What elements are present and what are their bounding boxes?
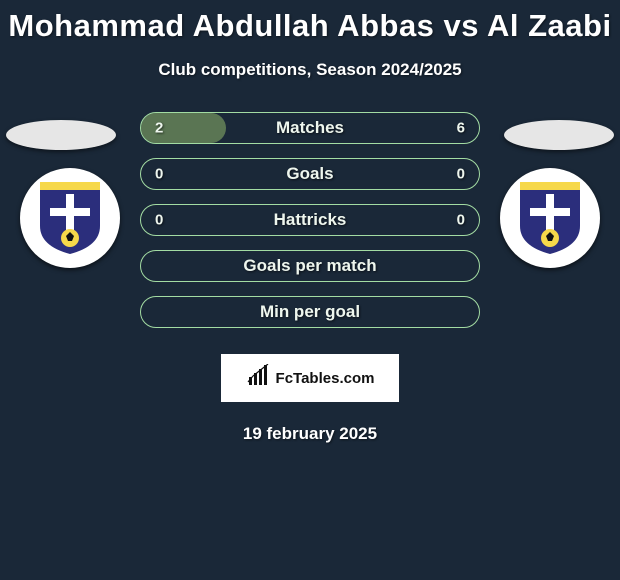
stat-row-goals-per-match: Goals per match [140,250,480,282]
stat-label: Goals per match [243,256,376,276]
brand-text: FcTables.com [276,370,375,387]
stat-left-value: 0 [155,166,163,183]
stat-bars: 2 Matches 6 0 Goals 0 0 Hattricks 0 Goal… [140,112,480,328]
club-shield-icon [518,180,582,256]
stat-fill [141,113,226,143]
stat-right-value: 0 [457,212,465,229]
footer-date: 19 february 2025 [0,424,620,444]
chart-icon [246,364,270,392]
page-title: Mohammad Abdullah Abbas vs Al Zaabi [0,0,620,44]
page-subtitle: Club competitions, Season 2024/2025 [0,60,620,80]
stat-left-value: 2 [155,120,163,137]
stat-right-value: 0 [457,166,465,183]
stat-label: Goals [286,164,333,184]
stat-row-hattricks: 0 Hattricks 0 [140,204,480,236]
stat-left-value: 0 [155,212,163,229]
brand-box[interactable]: FcTables.com [221,354,399,402]
player-platform-left [6,120,116,150]
stat-label: Min per goal [260,302,360,322]
stat-label: Matches [276,118,344,138]
stat-right-value: 6 [457,120,465,137]
club-badge-right [500,168,600,268]
comparison-arena: 2 Matches 6 0 Goals 0 0 Hattricks 0 Goal… [0,104,620,334]
club-badge-left [20,168,120,268]
stat-row-min-per-goal: Min per goal [140,296,480,328]
stat-label: Hattricks [274,210,347,230]
stat-row-matches: 2 Matches 6 [140,112,480,144]
stat-row-goals: 0 Goals 0 [140,158,480,190]
player-platform-right [504,120,614,150]
club-shield-icon [38,180,102,256]
